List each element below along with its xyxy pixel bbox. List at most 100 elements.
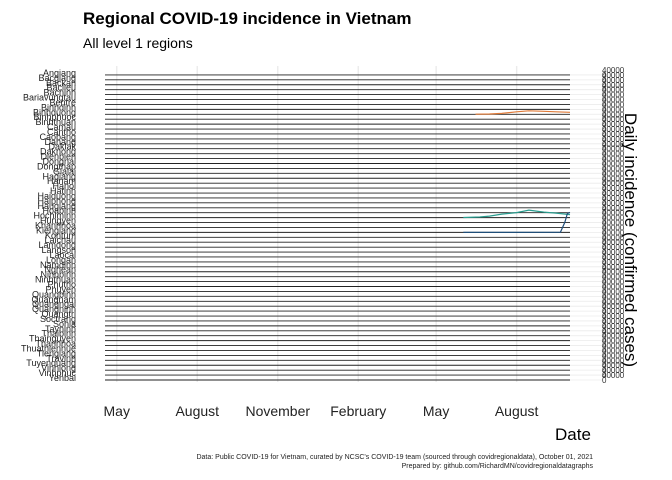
y-tick-label: 40000 [602,140,625,149]
y-tick-label: 40000 [602,130,625,139]
region-label: Vinhphuc [39,368,77,378]
region-label: Danang [44,137,76,147]
y-tick-label: 40000 [602,263,625,272]
y-tick-label: 0 [602,81,607,90]
y-tick-label: 40000 [602,258,625,267]
region-label: Kontum [45,230,76,240]
region-label: Thainguyen [29,334,76,344]
y-tick-label: 0 [602,135,607,144]
y-tick-label: 40000 [602,297,625,306]
chart-title: Regional COVID-19 incidence in Vietnam [83,9,412,28]
x-tick-label: May [423,403,449,419]
y-tick-label: 0 [602,302,607,311]
y-tick-label: 40000 [602,159,625,168]
y-tick-label: 0 [602,155,607,164]
y-tick-label: 0 [602,140,607,149]
y-tick-label: 40000 [602,71,625,80]
region-label: Laichau [44,235,76,245]
y-tick-label: 40000 [602,125,625,134]
region-label: Haiphong [37,196,76,206]
y-tick-label: 0 [602,214,607,223]
y-tick-label: 0 [602,91,607,100]
y-tick-label: 40000 [602,287,625,296]
y-tick-label: 40000 [602,268,625,277]
y-tick-label: 0 [602,337,607,346]
region-label: Bentre [49,97,76,107]
region-label: Hanoi [52,181,76,191]
y-tick-label: 0 [602,86,607,95]
y-tick-label: 0 [602,125,607,134]
y-tick-label: 40000 [602,174,625,183]
y-tick-label: 0 [602,189,607,198]
region-label: Gialai [53,166,76,176]
y-tick-label: 40000 [602,312,625,321]
y-tick-label: 40000 [602,351,625,360]
y-tick-label: 40000 [602,189,625,198]
y-tick-label: 40000 [602,184,625,193]
y-tick-label: 40000 [602,204,625,213]
region-label: Baclieu [46,83,76,93]
y-tick-label: 0 [602,184,607,193]
region-label: Tiengiang [37,348,76,358]
y-tick-label: 0 [602,179,607,188]
region-label: Hatinh [50,186,76,196]
y-tick-label: 40000 [602,278,625,287]
y-tick-label: 0 [602,115,607,124]
y-tick-label: 0 [602,120,607,129]
y-tick-label: 0 [602,283,607,292]
x-axis-title: Date [555,425,591,444]
y-tick-label: 0 [602,105,607,114]
y-tick-label: 0 [602,268,607,277]
y-tick-label: 40000 [602,100,625,109]
y-tick-label: 40000 [602,115,625,124]
y-tick-label: 0 [602,238,607,247]
region-label: Quangbinh [32,289,76,299]
y-tick-label: 0 [602,351,607,360]
region-label: Hungyen [40,216,76,226]
y-tick-label: 0 [602,71,607,80]
y-tick-label: 40000 [602,361,625,370]
region-label: Cantho [47,127,76,137]
y-tick-label: 40000 [602,366,625,375]
y-tick-label: 0 [602,307,607,316]
y-tick-label: 0 [602,150,607,159]
y-tick-label: 40000 [602,145,625,154]
region-label: Ninhbinh [40,270,76,280]
region-label: Travinh [46,353,76,363]
region-label: Backan [46,78,76,88]
y-tick-label: 40000 [602,253,625,262]
y-tick-label: 40000 [602,86,625,95]
y-tick-label: 0 [602,342,607,351]
y-tick-label: 0 [602,322,607,331]
y-tick-label: 40000 [602,223,625,232]
region-label: Quangtri [41,309,76,319]
y-tick-label: 40000 [602,199,625,208]
region-label: Camau [47,122,76,132]
y-tick-label: 40000 [602,120,625,129]
y-tick-label: 40000 [602,219,625,228]
region-label: Angiang [43,68,76,78]
x-tick-label: May [104,403,130,419]
y-tick-label: 0 [602,174,607,183]
y-tick-label: 0 [602,96,607,105]
y-tick-label: 40000 [602,81,625,90]
y-tick-label: 0 [602,273,607,282]
y-tick-label: 0 [602,219,607,228]
y-tick-label: 0 [602,100,607,109]
region-label: Vinhlong [41,363,76,373]
x-tick-label: August [495,403,539,419]
region-label: Lamdong [38,240,76,250]
y-tick-label: 0 [602,194,607,203]
region-label: Binhthuan [35,117,76,127]
y-tick-label: 0 [602,292,607,301]
region-label: Quangninh [32,304,76,314]
y-tick-label: 0 [602,223,607,232]
region-label: Quangngai [32,299,76,309]
y-tick-label: 0 [602,327,607,336]
y-tick-label: 0 [602,243,607,252]
y-tick-label: 40000 [602,317,625,326]
region-label: Bacninh [43,88,76,98]
y-tick-label: 0 [602,278,607,287]
region-label: Phutho [47,280,76,290]
